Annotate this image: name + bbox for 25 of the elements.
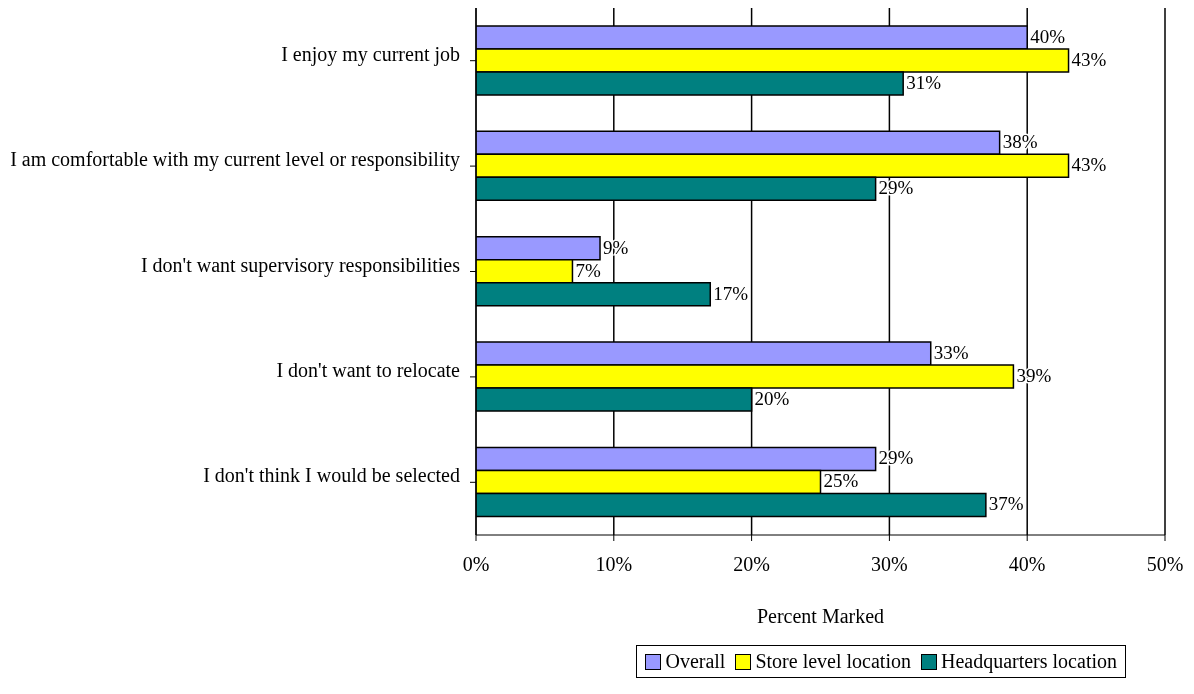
data-label: 40% <box>1030 25 1066 47</box>
data-label: 43% <box>1071 154 1107 176</box>
data-label: 25% <box>823 470 859 492</box>
x-tick-label: 50% <box>1146 553 1184 576</box>
x-tick-label: 40% <box>1008 553 1046 576</box>
data-label: 33% <box>933 341 969 363</box>
data-label: 43% <box>1071 48 1107 70</box>
x-axis-title: Percent Marked <box>756 605 885 627</box>
y-tick-label: I don't want to relocate <box>276 358 461 381</box>
y-tick-label: I am comfortable with my current level or responsibility <box>10 148 460 172</box>
y-tick-label: I enjoy my current job <box>281 42 460 66</box>
x-tick-label: 10% <box>595 553 633 576</box>
y-tick-label: I don't want supervisory responsibilities <box>140 253 461 277</box>
legend-label: Overall <box>665 650 726 673</box>
legend-label: Headquarters location <box>940 650 1117 673</box>
x-tick-label: 20% <box>733 553 770 576</box>
data-label: 17% <box>713 282 749 304</box>
x-tick-label: 0% <box>462 553 490 576</box>
data-label: 7% <box>575 259 601 281</box>
x-tick-label: 30% <box>871 553 908 576</box>
legend-label: Store level location <box>755 650 911 673</box>
data-label: 20% <box>754 387 790 409</box>
data-label: 31% <box>906 71 942 93</box>
data-label: 37% <box>988 493 1024 515</box>
y-tick-label: I don't think I would be selected <box>203 464 460 487</box>
